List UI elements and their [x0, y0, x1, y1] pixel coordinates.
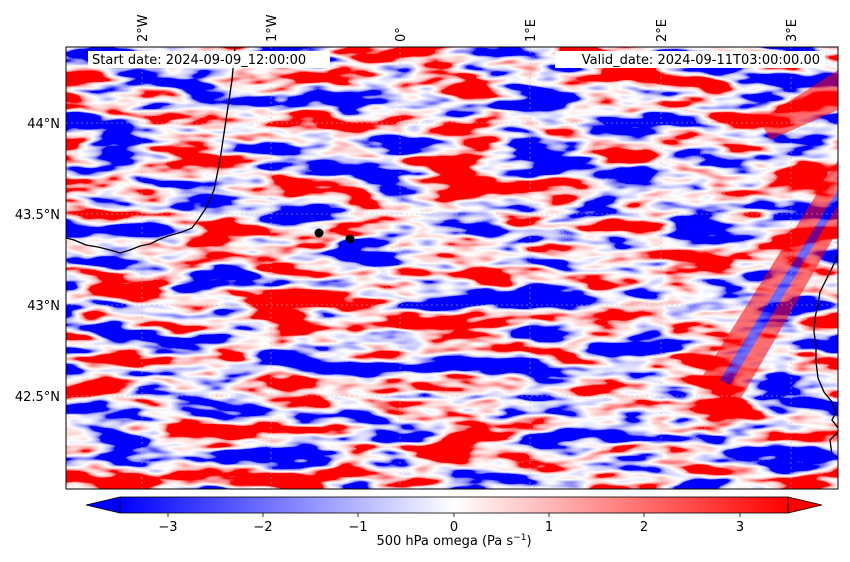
valid-date-box — [555, 51, 825, 68]
convective-band-ne — [700, 70, 838, 400]
colorbar-ticks — [167, 513, 741, 517]
lat-tick-label: 42.5°N — [15, 390, 60, 405]
colorbar-tick-label: 0 — [450, 520, 458, 535]
coastline-mediterranean — [813, 254, 838, 429]
colorbar-tick-label: −3 — [158, 520, 177, 535]
lon-tick-label: 1°W — [265, 14, 280, 42]
start-date-box — [88, 51, 330, 68]
coastline-atlantic — [66, 47, 236, 254]
map-frame — [65, 46, 839, 490]
map-panel — [66, 47, 838, 489]
lon-tick-labels: 2°W 1°W 0° 1°E 2°E 3°E — [136, 14, 800, 42]
lon-tick-label: 2°W — [136, 14, 151, 42]
colorbar-extend-right — [787, 496, 823, 514]
colorbar: −3 −2 −1 0 1 2 3 500 hPa omega (Pa s−1) — [85, 496, 823, 549]
colorbar-label: 500 hPa omega (Pa s−1) — [376, 533, 531, 549]
gridlines — [66, 47, 838, 489]
lat-tick-label: 43.5°N — [15, 208, 60, 223]
start-date-label: Start date: 2024-09-09_12:00:00 — [92, 53, 306, 68]
station-marker — [314, 228, 324, 238]
colorbar-tick-label: −2 — [253, 520, 272, 535]
colorbar-tick-label: 3 — [736, 520, 744, 535]
coastline-gulf-of-roses — [829, 431, 838, 456]
lat-tick-label: 43°N — [27, 299, 60, 314]
station-marker — [345, 234, 355, 244]
lat-tick-labels: 44°N 43.5°N 43°N 42.5°N — [15, 117, 60, 405]
omega-field — [66, 47, 838, 489]
lon-tick-label: 2°E — [655, 19, 670, 42]
lon-tick-label: 3°E — [785, 19, 800, 42]
lon-tick-label: 0° — [394, 27, 409, 42]
colorbar-tick-label: 2 — [640, 520, 648, 535]
colorbar-tick-label: −1 — [348, 520, 367, 535]
lon-tick-label: 1°E — [524, 19, 539, 42]
colorbar-tick-label: 1 — [545, 520, 553, 535]
lat-tick-label: 44°N — [27, 117, 60, 132]
colorbar-extend-left — [85, 496, 121, 514]
colorbar-gradient — [120, 497, 788, 513]
valid-date-label: Valid_date: 2024-09-11T03:00:00.00 — [582, 53, 820, 68]
